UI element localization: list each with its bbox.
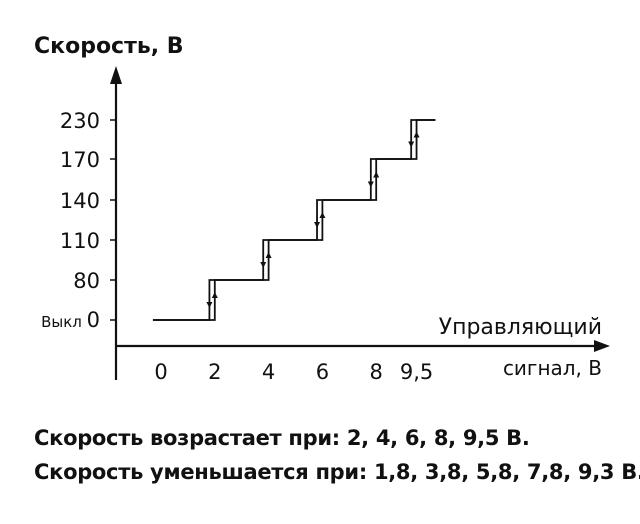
x-tick-label: 0 xyxy=(154,360,167,384)
up-arrow-head xyxy=(373,171,380,178)
falling-step-curve xyxy=(152,119,436,321)
x-tick-label: 2 xyxy=(208,360,221,384)
x-tick-label: 4 xyxy=(262,360,275,384)
down-arrow-head xyxy=(260,262,267,268)
increase-caption: Скорость возрастает при: 2, 4, 6, 8, 9,5… xyxy=(34,426,530,450)
up-arrow-head xyxy=(265,252,272,258)
down-arrow-head xyxy=(314,222,321,228)
y-tick-label: 170 xyxy=(60,148,100,172)
up-arrow-head xyxy=(211,292,218,298)
up-arrow-head xyxy=(413,131,420,138)
x-tick-label: 9,5 xyxy=(400,360,433,384)
y-tick-label: 80 xyxy=(73,269,100,293)
axes xyxy=(110,66,610,380)
y-tick-label: 140 xyxy=(60,189,100,213)
x-axis-arrowhead xyxy=(594,340,610,352)
x-tick-label: 6 xyxy=(316,360,329,384)
ticks: Выкл 0 80 110 140 170 230 0 2 4 6 8 9,5 xyxy=(41,109,433,384)
down-arrow-head xyxy=(408,141,415,148)
step-curves xyxy=(152,119,436,321)
decrease-caption: Скорость уменьшается при: 1,8, 3,8, 5,8,… xyxy=(34,460,640,484)
x-axis-label-line1: Управляющий xyxy=(439,315,602,340)
direction-arrows xyxy=(206,131,420,308)
up-arrow-head xyxy=(319,212,326,218)
y-axis-arrowhead xyxy=(110,66,122,84)
y-tick-label: 110 xyxy=(60,229,100,253)
y-axis-label: Скорость, В xyxy=(34,34,184,59)
hysteresis-diagram: Выкл 0 80 110 140 170 230 0 2 4 6 8 9,5 Скорость, В… xyxy=(34,34,610,384)
down-arrow-head xyxy=(367,181,374,188)
y-tick-label: Выкл 0 xyxy=(41,308,100,332)
x-axis-label-line2: сигнал, В xyxy=(503,356,602,380)
y-tick-label: 230 xyxy=(60,109,100,133)
rising-step-curve xyxy=(152,119,436,321)
down-arrow-head xyxy=(206,302,213,308)
x-tick-label: 8 xyxy=(370,360,383,384)
